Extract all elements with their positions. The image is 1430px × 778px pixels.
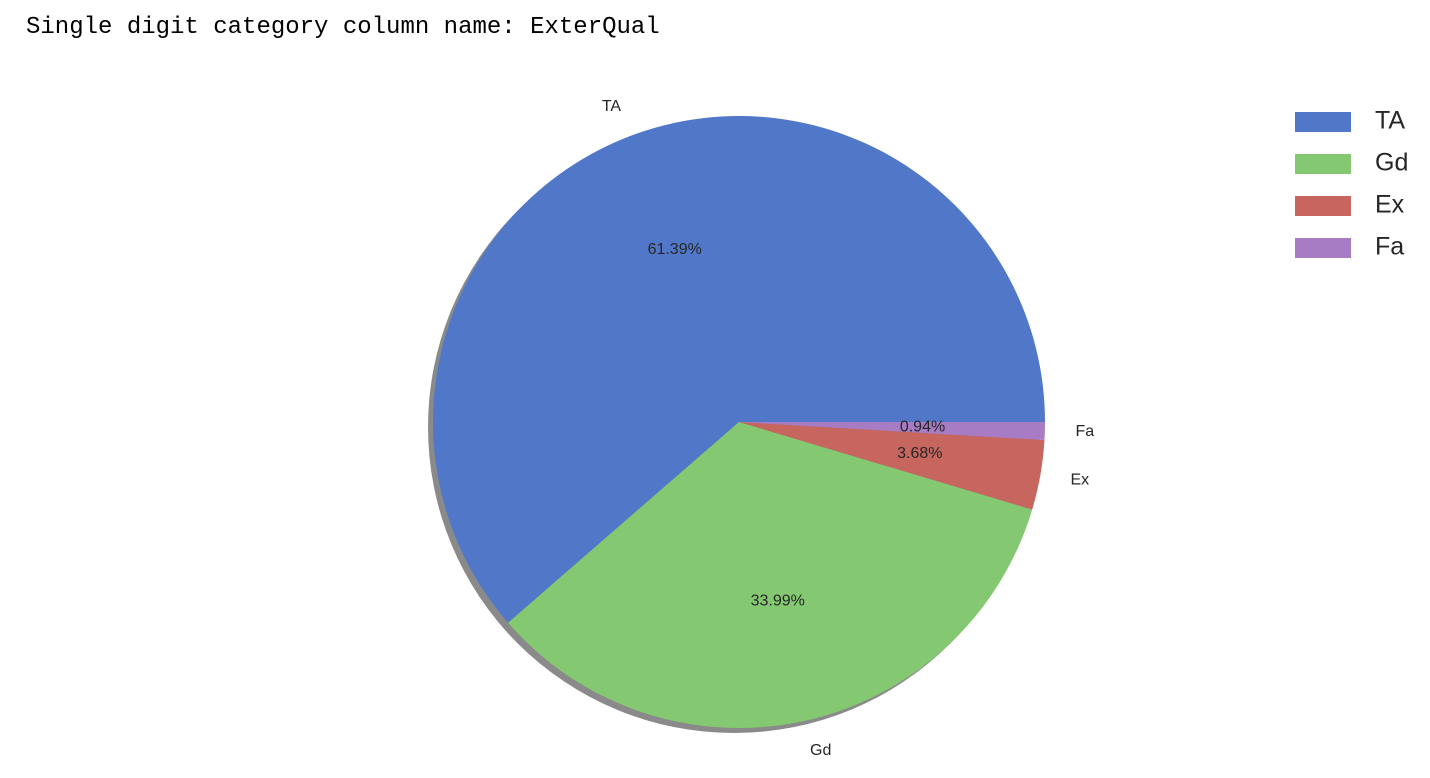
legend-swatch-ex (1295, 196, 1351, 216)
legend-swatch-gd (1295, 154, 1351, 174)
legend-label-ta: TA (1375, 107, 1405, 135)
pie-labels: TA 61.39% Gd 33.99% Ex 3.68% Fa 0.94% (602, 98, 1094, 759)
pct-label-ex: 3.68% (897, 445, 942, 462)
slice-label-ta: TA (602, 98, 622, 115)
pie-slices (432, 116, 1045, 729)
slice-label-fa: Fa (1075, 423, 1094, 440)
pct-label-fa: 0.94% (900, 419, 945, 436)
pie-slice-ex (739, 422, 1045, 510)
pct-label-gd: 33.99% (751, 593, 805, 610)
legend-label-ex: Ex (1375, 191, 1405, 219)
slice-label-ex: Ex (1070, 472, 1089, 489)
legend: TA Gd Ex Fa (1295, 107, 1408, 261)
slice-label-gd: Gd (810, 742, 831, 759)
legend-swatch-fa (1295, 238, 1351, 258)
legend-label-fa: Fa (1375, 233, 1404, 261)
legend-label-gd: Gd (1375, 149, 1408, 177)
legend-swatch-ta (1295, 112, 1351, 132)
pie-slice-fa (739, 422, 1045, 441)
pie-slice-ta (432, 116, 1045, 623)
output-text: Single digit category column name: Exter… (26, 14, 660, 41)
pct-label-ta: 61.39% (648, 241, 702, 258)
pie-slice-gd (508, 422, 1033, 729)
